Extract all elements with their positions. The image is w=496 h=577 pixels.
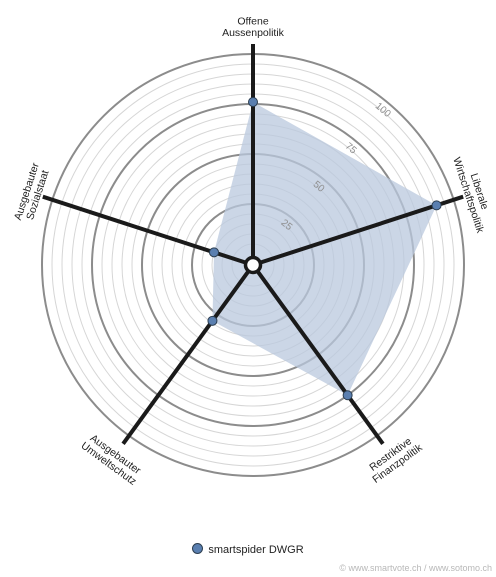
data-point: [209, 247, 220, 258]
data-point: [207, 315, 218, 326]
axis-label: RestriktiveFinanzpolitik: [364, 432, 426, 486]
axis-spoke: [259, 194, 464, 265]
data-point: [431, 200, 442, 211]
axis-label: Offene Aussenpolitik: [222, 15, 285, 39]
data-area-layer: [212, 102, 437, 396]
axis-spoke: [256, 270, 385, 445]
axis-label: LiberaleWirtschaftspolitik: [450, 152, 496, 235]
data-area-smartspider: [212, 102, 437, 396]
axis-label-text: Offene Aussenpolitik: [222, 15, 285, 39]
axis-label-line: Offene: [237, 15, 268, 27]
legend: smartspider DWGR: [0, 543, 496, 556]
copyright-credit: © www.smartvote.ch / www.sotomo.ch: [339, 563, 492, 573]
data-point: [342, 390, 353, 401]
legend-marker-icon: [192, 543, 204, 554]
data-point: [248, 97, 258, 107]
axis-label: AusgebauterSozialstaat: [12, 161, 53, 225]
axis-label-text: LiberaleWirtschaftspolitik: [450, 152, 496, 235]
data-points: [207, 97, 442, 401]
center-hub: [243, 255, 263, 275]
axis-spoke: [121, 270, 250, 445]
legend-label: smartspider DWGR: [208, 544, 304, 556]
axis-label-text: AusgebauterSozialstaat: [12, 161, 53, 225]
axis-label-line: Aussenpolitik: [222, 27, 285, 39]
axis-label-text: RestriktiveFinanzpolitik: [364, 432, 426, 486]
